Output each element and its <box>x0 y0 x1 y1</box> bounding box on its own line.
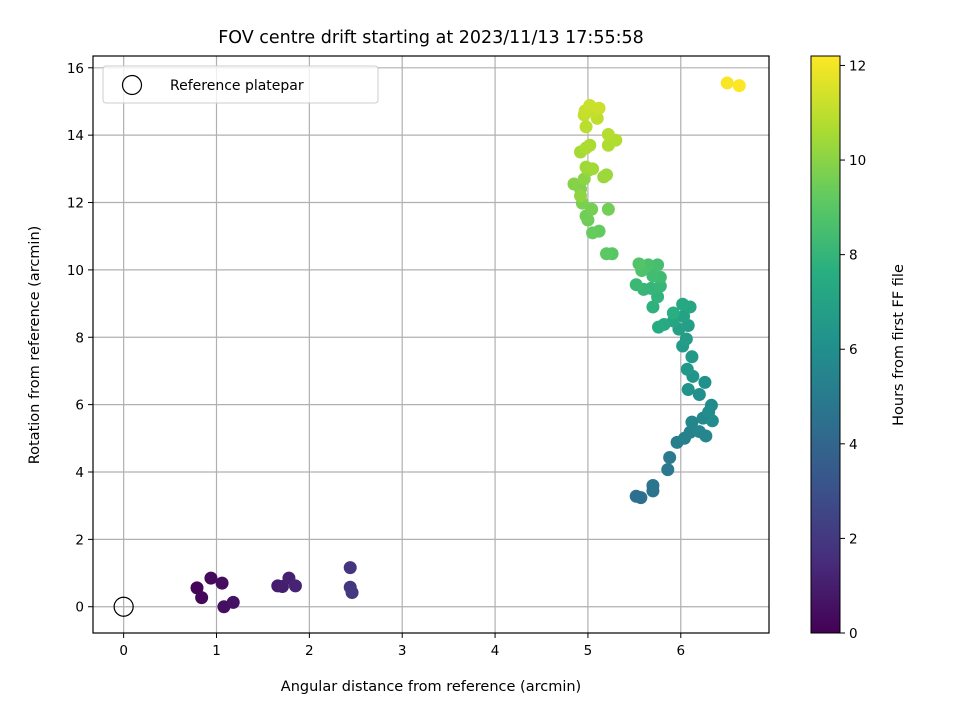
data-point <box>195 591 209 605</box>
data-point <box>646 300 660 314</box>
data-point <box>685 415 699 429</box>
chart-title: FOV centre drift starting at 2023/11/13 … <box>218 28 644 48</box>
data-point <box>586 226 600 240</box>
data-point <box>720 76 734 90</box>
data-point <box>681 382 695 396</box>
data-point <box>579 120 593 134</box>
x-tick-label: 5 <box>584 643 593 659</box>
legend-reference-marker <box>121 74 143 96</box>
y-tick-label: 14 <box>67 128 84 144</box>
data-point <box>663 451 677 465</box>
plot-frame <box>92 55 770 634</box>
reference-marker-group <box>113 596 134 617</box>
y-tick-label: 4 <box>75 465 84 481</box>
data-point <box>646 269 660 283</box>
x-tick-label: 3 <box>398 643 407 659</box>
data-point <box>215 576 229 590</box>
y-tick-label: 6 <box>75 398 84 414</box>
data-point <box>732 79 746 93</box>
x-tick-label: 0 <box>119 643 128 659</box>
data-point <box>345 586 359 600</box>
colorbar-tick-label: 6 <box>849 342 858 358</box>
reference-platepar-marker <box>113 596 134 617</box>
legend-box <box>102 65 379 104</box>
data-point <box>592 101 606 115</box>
data-point <box>698 375 712 389</box>
colorbar-tick-label: 4 <box>849 437 858 453</box>
data-point <box>646 478 660 492</box>
colorbar-tick-label: 12 <box>849 58 866 74</box>
data-point <box>190 581 204 595</box>
data-point <box>676 297 690 311</box>
data-point <box>601 202 615 216</box>
colorbar-tick-label: 10 <box>849 153 866 169</box>
x-axis-label: Angular distance from reference (arcmin) <box>281 679 581 695</box>
data-point <box>683 425 697 439</box>
data-point <box>651 258 665 272</box>
legend: Reference platepar <box>102 65 379 104</box>
grid <box>93 56 769 633</box>
data-point <box>600 168 613 182</box>
data-point <box>579 141 593 155</box>
data-point <box>632 257 646 271</box>
data-points <box>190 76 746 614</box>
data-point <box>204 571 218 585</box>
y-tick-label: 8 <box>75 330 84 346</box>
data-point <box>601 127 615 141</box>
data-point <box>586 162 600 176</box>
data-point <box>680 362 694 376</box>
y-axis-label: Rotation from reference (arcmin) <box>27 226 43 465</box>
legend-reference-label: Reference platepar <box>170 78 304 94</box>
x-tick-label: 6 <box>676 643 685 659</box>
y-tick-label: 2 <box>75 532 84 548</box>
y-tick-label: 10 <box>67 263 84 279</box>
data-point <box>661 463 675 477</box>
data-point <box>600 247 613 261</box>
data-point <box>679 332 693 346</box>
x-tick-label: 4 <box>491 643 500 659</box>
data-point <box>652 320 665 334</box>
x-tick-label: 1 <box>212 643 221 659</box>
colorbar-tick-label: 0 <box>849 626 858 642</box>
data-point <box>666 306 680 320</box>
colorbar-tick-label: 2 <box>849 531 858 547</box>
data-point <box>634 491 648 505</box>
data-point <box>574 189 587 203</box>
data-point <box>692 388 706 402</box>
data-point <box>226 595 240 609</box>
data-point <box>343 561 357 575</box>
colorbar-tick-label: 8 <box>849 248 858 264</box>
data-point <box>567 177 581 191</box>
x-tick-label: 2 <box>305 643 314 659</box>
colorbar: 0 2 4 6 8 10 12 Hours from first FF file <box>810 55 907 642</box>
data-point <box>702 405 716 419</box>
x-tick-labels: 0 1 2 3 4 5 6 <box>119 633 685 659</box>
colorbar-ticks: 0 2 4 6 8 10 12 <box>840 58 866 642</box>
colorbar-label: Hours from first FF file <box>891 264 907 426</box>
colorbar-gradient <box>810 55 841 634</box>
y-tick-label: 16 <box>67 61 84 77</box>
data-point <box>677 309 691 323</box>
data-point <box>585 202 599 216</box>
data-point <box>288 579 302 593</box>
data-point <box>629 278 643 292</box>
y-tick-label: 0 <box>75 600 84 616</box>
data-point <box>699 429 713 443</box>
y-tick-label: 12 <box>67 196 84 212</box>
y-tick-labels: 0 2 4 6 8 10 12 14 16 <box>67 61 93 616</box>
data-point <box>685 350 699 364</box>
